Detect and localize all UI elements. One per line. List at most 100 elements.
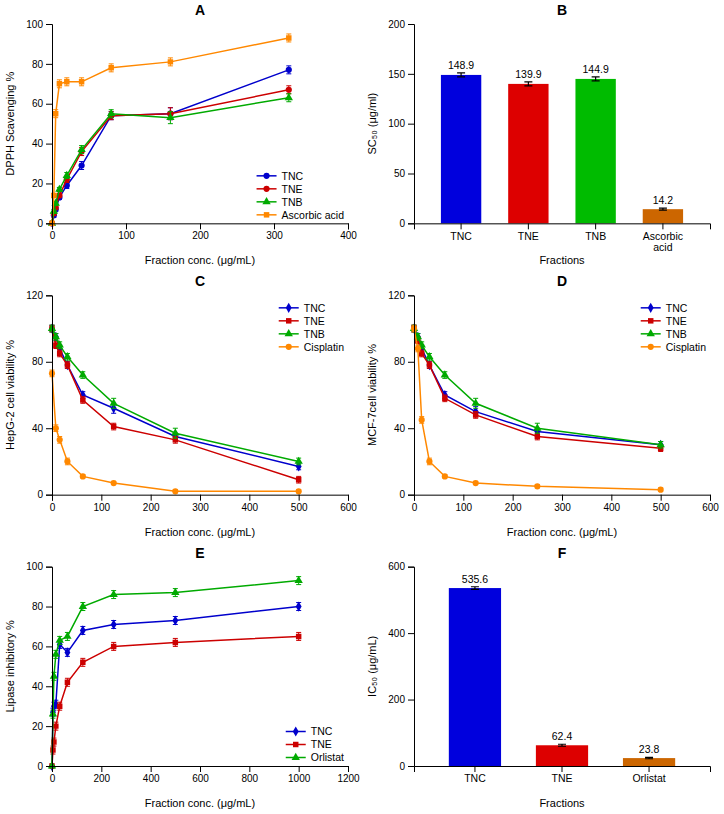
tick-mark (200, 766, 201, 772)
point (426, 360, 432, 370)
point (296, 634, 301, 639)
legend-marker (263, 186, 269, 192)
series-line (52, 70, 289, 223)
tick-mark (299, 495, 300, 501)
point (80, 660, 85, 665)
point (286, 87, 292, 93)
point (172, 488, 178, 494)
tick: 60 (32, 98, 52, 109)
legend-label: TNE (304, 315, 325, 327)
error-bar (65, 362, 70, 369)
error-bar (53, 722, 58, 730)
error-bar (111, 642, 116, 650)
tick: 500 (653, 495, 670, 513)
tick-label: 400 (388, 628, 405, 639)
error-bar (80, 658, 85, 666)
error-bar (79, 78, 84, 86)
axis-line (53, 224, 349, 230)
panel: 0100200300400020406080100TNCTNETNBAscorb… (4, 2, 357, 266)
series-line (52, 607, 299, 766)
point (108, 65, 113, 70)
x-axis: TNCTNETNBAscorbicacid (415, 223, 711, 253)
tick-mark (46, 766, 52, 767)
tick-label: 150 (388, 69, 405, 80)
point (425, 352, 433, 359)
tick-mark (408, 362, 414, 363)
legend-item: Cisplatin (641, 341, 706, 353)
point (51, 193, 56, 198)
point (295, 457, 303, 464)
x-axis-title: Fraction conc. (μg/mL) (145, 254, 255, 266)
tick-label: 0 (399, 218, 405, 229)
point (658, 487, 664, 493)
tick-mark (249, 766, 250, 772)
tick-mark (348, 766, 349, 772)
tick-mark (611, 495, 612, 501)
legend-item: TNC (257, 170, 304, 182)
error-bar (57, 350, 62, 357)
tick: 120 (388, 290, 414, 301)
error-bar (645, 757, 653, 758)
point (49, 221, 54, 226)
legend-item: TNE (257, 183, 303, 195)
tick-label: 40 (32, 681, 44, 692)
legend-label: TNB (304, 328, 325, 340)
tick-mark (46, 686, 52, 687)
error-bar (109, 64, 114, 72)
error-bar (296, 632, 301, 640)
y-axis: 020406080100 (26, 561, 52, 771)
point (533, 423, 541, 430)
tick-label: 600 (388, 561, 405, 572)
tick-label: 100 (455, 502, 472, 513)
tick-mark (46, 295, 52, 296)
plot-area (449, 587, 675, 766)
point (419, 417, 425, 423)
legend-label: TNE (666, 315, 687, 327)
axis-line (415, 224, 711, 230)
tick-label: 400 (340, 230, 357, 241)
title: E (195, 545, 204, 561)
y-axis: 020406080100 (26, 19, 52, 229)
tick-label: 0 (412, 502, 418, 513)
tick-mark (46, 64, 52, 65)
y-axis: 04080120 (26, 290, 52, 500)
y-axis-title: SC₅₀ (μg/ml) (366, 93, 378, 155)
point (285, 93, 293, 100)
legend-item: Cisplatin (279, 341, 344, 353)
point (79, 162, 85, 168)
tick: 0 (399, 218, 414, 229)
legend-item: Ascorbic acid (257, 209, 345, 221)
tick-label: 40 (32, 138, 44, 149)
point (65, 680, 70, 685)
point (415, 345, 421, 351)
tick: 80 (32, 601, 52, 612)
axis-line (408, 25, 415, 224)
tick: 300 (192, 495, 209, 513)
tick: 200 (505, 495, 522, 513)
tick-label: 0 (37, 761, 43, 772)
legend-marker (286, 344, 292, 350)
error-bar (53, 110, 58, 118)
legend-marker (285, 329, 293, 336)
tick-label: 40 (394, 423, 406, 434)
title: F (558, 545, 567, 561)
point (64, 360, 70, 370)
tick-mark (46, 495, 52, 496)
tick-label: 0 (50, 502, 56, 513)
point (80, 397, 85, 402)
tick-label: Orlistat (632, 772, 665, 784)
tick: 600 (340, 495, 357, 513)
error-bar (558, 744, 566, 746)
legend-label: TNC (311, 725, 333, 737)
tick-mark (151, 495, 152, 501)
tick-mark (408, 495, 414, 496)
tick: 40 (394, 423, 414, 434)
tick-label: 20 (32, 721, 44, 732)
point (55, 185, 63, 192)
data-label: 535.6 (462, 573, 488, 585)
point (56, 340, 64, 347)
point (472, 398, 480, 405)
x-axis: 0100200300400 (50, 223, 358, 241)
tick: 0 (412, 495, 418, 513)
error-bar (79, 162, 84, 170)
